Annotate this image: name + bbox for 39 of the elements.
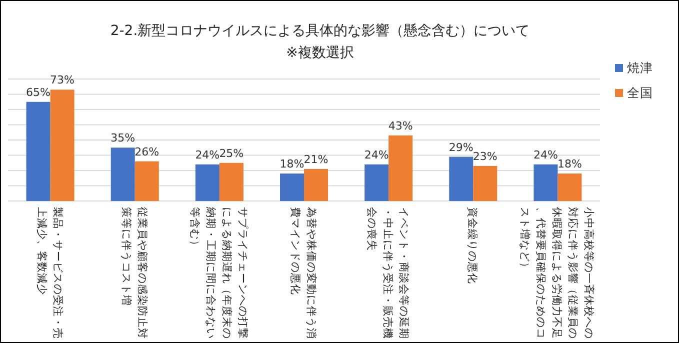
bar <box>473 166 498 201</box>
bar <box>134 161 159 201</box>
legend-label: 全国 <box>627 85 653 100</box>
data-label: 23% <box>472 150 498 163</box>
bar <box>388 135 413 201</box>
bar <box>195 164 220 201</box>
legend-label: 焼津 <box>627 60 653 75</box>
bar <box>50 90 74 201</box>
data-label: 65% <box>26 86 51 99</box>
bar <box>449 156 474 201</box>
data-label: 18% <box>557 158 582 171</box>
data-label: 43% <box>388 119 413 132</box>
x-tick-label: 製品・サービスの受注・売上減少、客数減少 <box>35 207 64 339</box>
x-tick-label: サプライチェーンへの打撃による納期遅れ（年度末の納期・工期に間に合わない等含む） <box>188 207 248 339</box>
chart-subtitle: ※複数選択 <box>286 45 354 61</box>
x-tick-label: 為替や株価の変動に伴う消費マインドの悪化 <box>289 207 317 339</box>
data-label: 24% <box>364 148 389 162</box>
bar <box>219 162 244 201</box>
bar <box>558 174 582 201</box>
data-label: 26% <box>134 145 160 158</box>
bar <box>364 164 389 201</box>
x-tick-label: 資金繰りの悪化 <box>466 207 478 284</box>
x-tick-label: 従業員や顧客の感染防止対策等に伴うコスト増 <box>120 207 148 339</box>
x-tick-label: イベント・商談会等の延期・中止に伴う受注・販売機会の喪失 <box>366 207 410 339</box>
data-label: 24% <box>195 148 220 162</box>
x-tick-label: 小中高校等の一斉休校への対応に伴う影響（従業員の休暇取得による労働力不足、代替要員確保のためのコスト増など） <box>518 207 595 339</box>
bar <box>534 164 558 201</box>
chart-title: 2-2.新型コロナウイルスによる具体的な影響（懸念含む）について <box>110 23 530 39</box>
bar <box>280 174 304 201</box>
data-label: 29% <box>448 140 474 154</box>
data-label: 25% <box>219 146 244 160</box>
bar <box>304 168 328 201</box>
data-label: 35% <box>110 132 136 145</box>
data-label: 73% <box>50 74 75 87</box>
data-label: 18% <box>280 158 304 171</box>
data-label: 21% <box>304 152 328 166</box>
bar <box>110 148 135 201</box>
data-label: 24% <box>533 148 558 162</box>
bar <box>26 102 50 201</box>
